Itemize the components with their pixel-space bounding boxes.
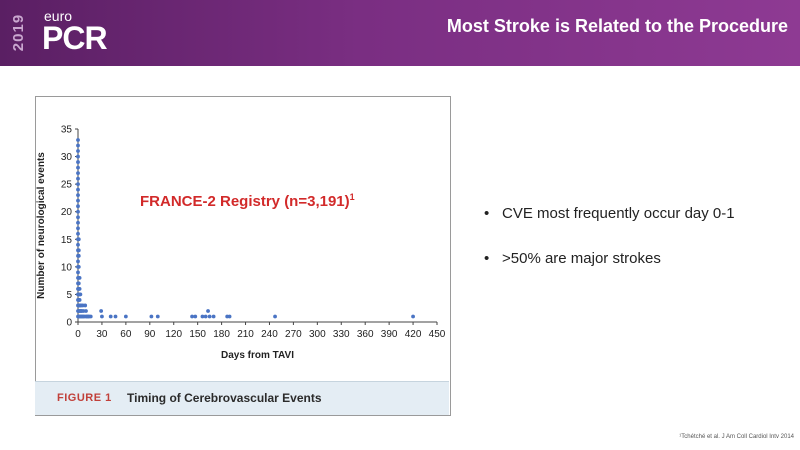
data-point: [77, 298, 82, 302]
x-tick-label: 240: [261, 329, 278, 340]
x-tick-label: 360: [357, 329, 374, 340]
y-tick-label: 10: [61, 262, 73, 273]
data-point: [76, 242, 80, 247]
x-tick-label: 150: [189, 329, 206, 340]
registry-annotation: FRANCE-2 Registry (n=3,191)1: [140, 192, 355, 210]
data-point: [84, 309, 88, 313]
logo-euro: euro: [44, 8, 73, 24]
x-tick-label: 210: [237, 329, 254, 340]
bullet-list: CVE most frequently occur day 0-1 >50% a…: [484, 205, 735, 295]
x-tick-label: 120: [165, 329, 182, 340]
data-point: [78, 292, 83, 297]
data-point: [77, 275, 82, 280]
data-point: [227, 314, 232, 319]
data-point: [113, 314, 118, 319]
x-tick-label: 270: [285, 329, 302, 340]
data-point: [200, 314, 205, 319]
figure-frame: [35, 96, 451, 416]
data-point: [76, 281, 81, 286]
data-point: [76, 209, 80, 214]
data-point: [76, 154, 80, 159]
data-point: [76, 176, 80, 181]
figure-caption-bar: FIGURE 1 Timing of Cerebrovascular Event…: [35, 381, 449, 415]
data-point: [149, 314, 154, 319]
reference-footnote: ¹Tchétché et al. J Am Coll Cardiol Intv …: [679, 434, 794, 440]
data-point: [76, 253, 81, 258]
x-tick-label: 420: [405, 329, 422, 340]
data-point: [76, 143, 80, 148]
data-point: [76, 248, 81, 253]
x-tick-label: 180: [213, 329, 230, 340]
y-tick-label: 35: [61, 125, 73, 136]
data-point: [76, 220, 80, 225]
data-point: [76, 259, 80, 264]
header-banner: 2019 euro PCR Most Stroke is Related to …: [0, 0, 800, 66]
data-point: [76, 171, 80, 176]
x-tick-label: 30: [96, 329, 108, 340]
data-point: [99, 309, 104, 313]
x-axis-label: Days from TAVI: [221, 350, 294, 361]
x-tick-label: 60: [120, 329, 132, 340]
data-point: [193, 314, 198, 319]
data-point: [88, 314, 93, 319]
y-tick-label: 20: [61, 207, 73, 218]
x-tick-label: 330: [333, 329, 350, 340]
data-point: [123, 314, 128, 319]
axes: 0 30 60 90 120 150 180 210 240 270 300 330 360 390 420…: [61, 125, 446, 341]
data-point: [203, 314, 208, 319]
data-point: [76, 187, 80, 192]
data-point: [76, 215, 80, 220]
y-tick-label: 25: [61, 180, 73, 191]
y-axis-label: Number of neurological events: [36, 152, 47, 299]
data-point: [190, 314, 194, 319]
data-point: [411, 314, 415, 319]
y-tick-label: 5: [66, 290, 72, 301]
logo-pcr: PCR: [42, 20, 108, 56]
data-point: [76, 264, 81, 269]
x-tick-label: 300: [309, 329, 326, 340]
data-point: [76, 165, 80, 170]
y-tick-label: 15: [61, 235, 73, 246]
data-point: [76, 198, 80, 203]
data-point: [76, 138, 80, 142]
y-tick-label: 0: [66, 318, 72, 329]
data-point: [76, 237, 81, 242]
data-points: [76, 138, 415, 319]
data-point: [100, 314, 104, 319]
y-tick-label: 30: [61, 152, 73, 163]
data-point: [76, 160, 80, 164]
data-point: [211, 314, 216, 319]
x-tick-label: 390: [381, 329, 398, 340]
x-tick-label: 0: [75, 329, 81, 340]
data-point: [77, 287, 82, 291]
data-point: [76, 193, 80, 198]
figure-label: FIGURE 1: [57, 392, 112, 404]
data-point: [155, 314, 160, 319]
data-point: [108, 314, 113, 319]
data-point: [273, 314, 277, 319]
data-point: [207, 314, 212, 319]
x-tick-label: 90: [144, 329, 156, 340]
bullet-item: >50% are major strokes: [484, 250, 735, 267]
data-point: [206, 309, 210, 313]
data-point: [76, 226, 80, 231]
figure-title: Timing of Cerebrovascular Events: [127, 391, 322, 405]
data-point: [76, 204, 80, 209]
slide-title: Most Stroke is Related to the Procedure: [446, 16, 788, 36]
bullet-item: CVE most frequently occur day 0-1: [484, 205, 735, 222]
data-point: [76, 231, 80, 236]
data-point: [76, 182, 80, 187]
data-point: [76, 149, 80, 153]
data-point: [83, 303, 88, 308]
data-point: [76, 270, 80, 275]
x-tick-label: 450: [429, 329, 446, 340]
